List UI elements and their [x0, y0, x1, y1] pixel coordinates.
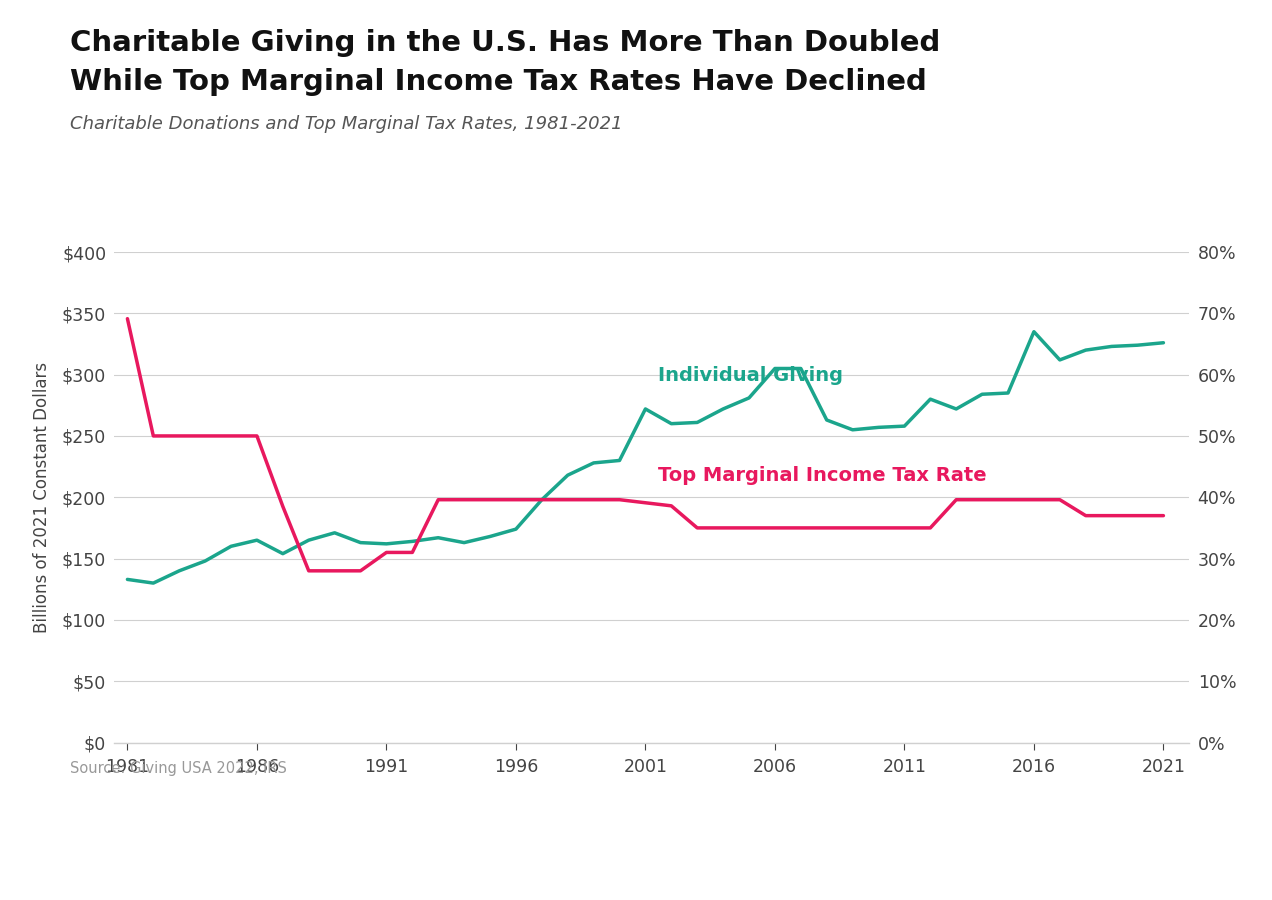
Text: Individual Giving: Individual Giving: [659, 365, 843, 385]
Text: @TaxFoundation: @TaxFoundation: [1102, 859, 1249, 877]
Text: TAX FOUNDATION: TAX FOUNDATION: [23, 858, 216, 878]
Text: Charitable Giving in the U.S. Has More Than Doubled: Charitable Giving in the U.S. Has More T…: [70, 29, 940, 57]
Text: Charitable Donations and Top Marginal Tax Rates, 1981-2021: Charitable Donations and Top Marginal Ta…: [70, 115, 622, 133]
Text: While Top Marginal Income Tax Rates Have Declined: While Top Marginal Income Tax Rates Have…: [70, 68, 927, 96]
Text: Source: Giving USA 2022, IRS: Source: Giving USA 2022, IRS: [70, 760, 286, 776]
Y-axis label: Billions of 2021 Constant Dollars: Billions of 2021 Constant Dollars: [33, 362, 51, 633]
Text: Top Marginal Income Tax Rate: Top Marginal Income Tax Rate: [659, 466, 987, 485]
